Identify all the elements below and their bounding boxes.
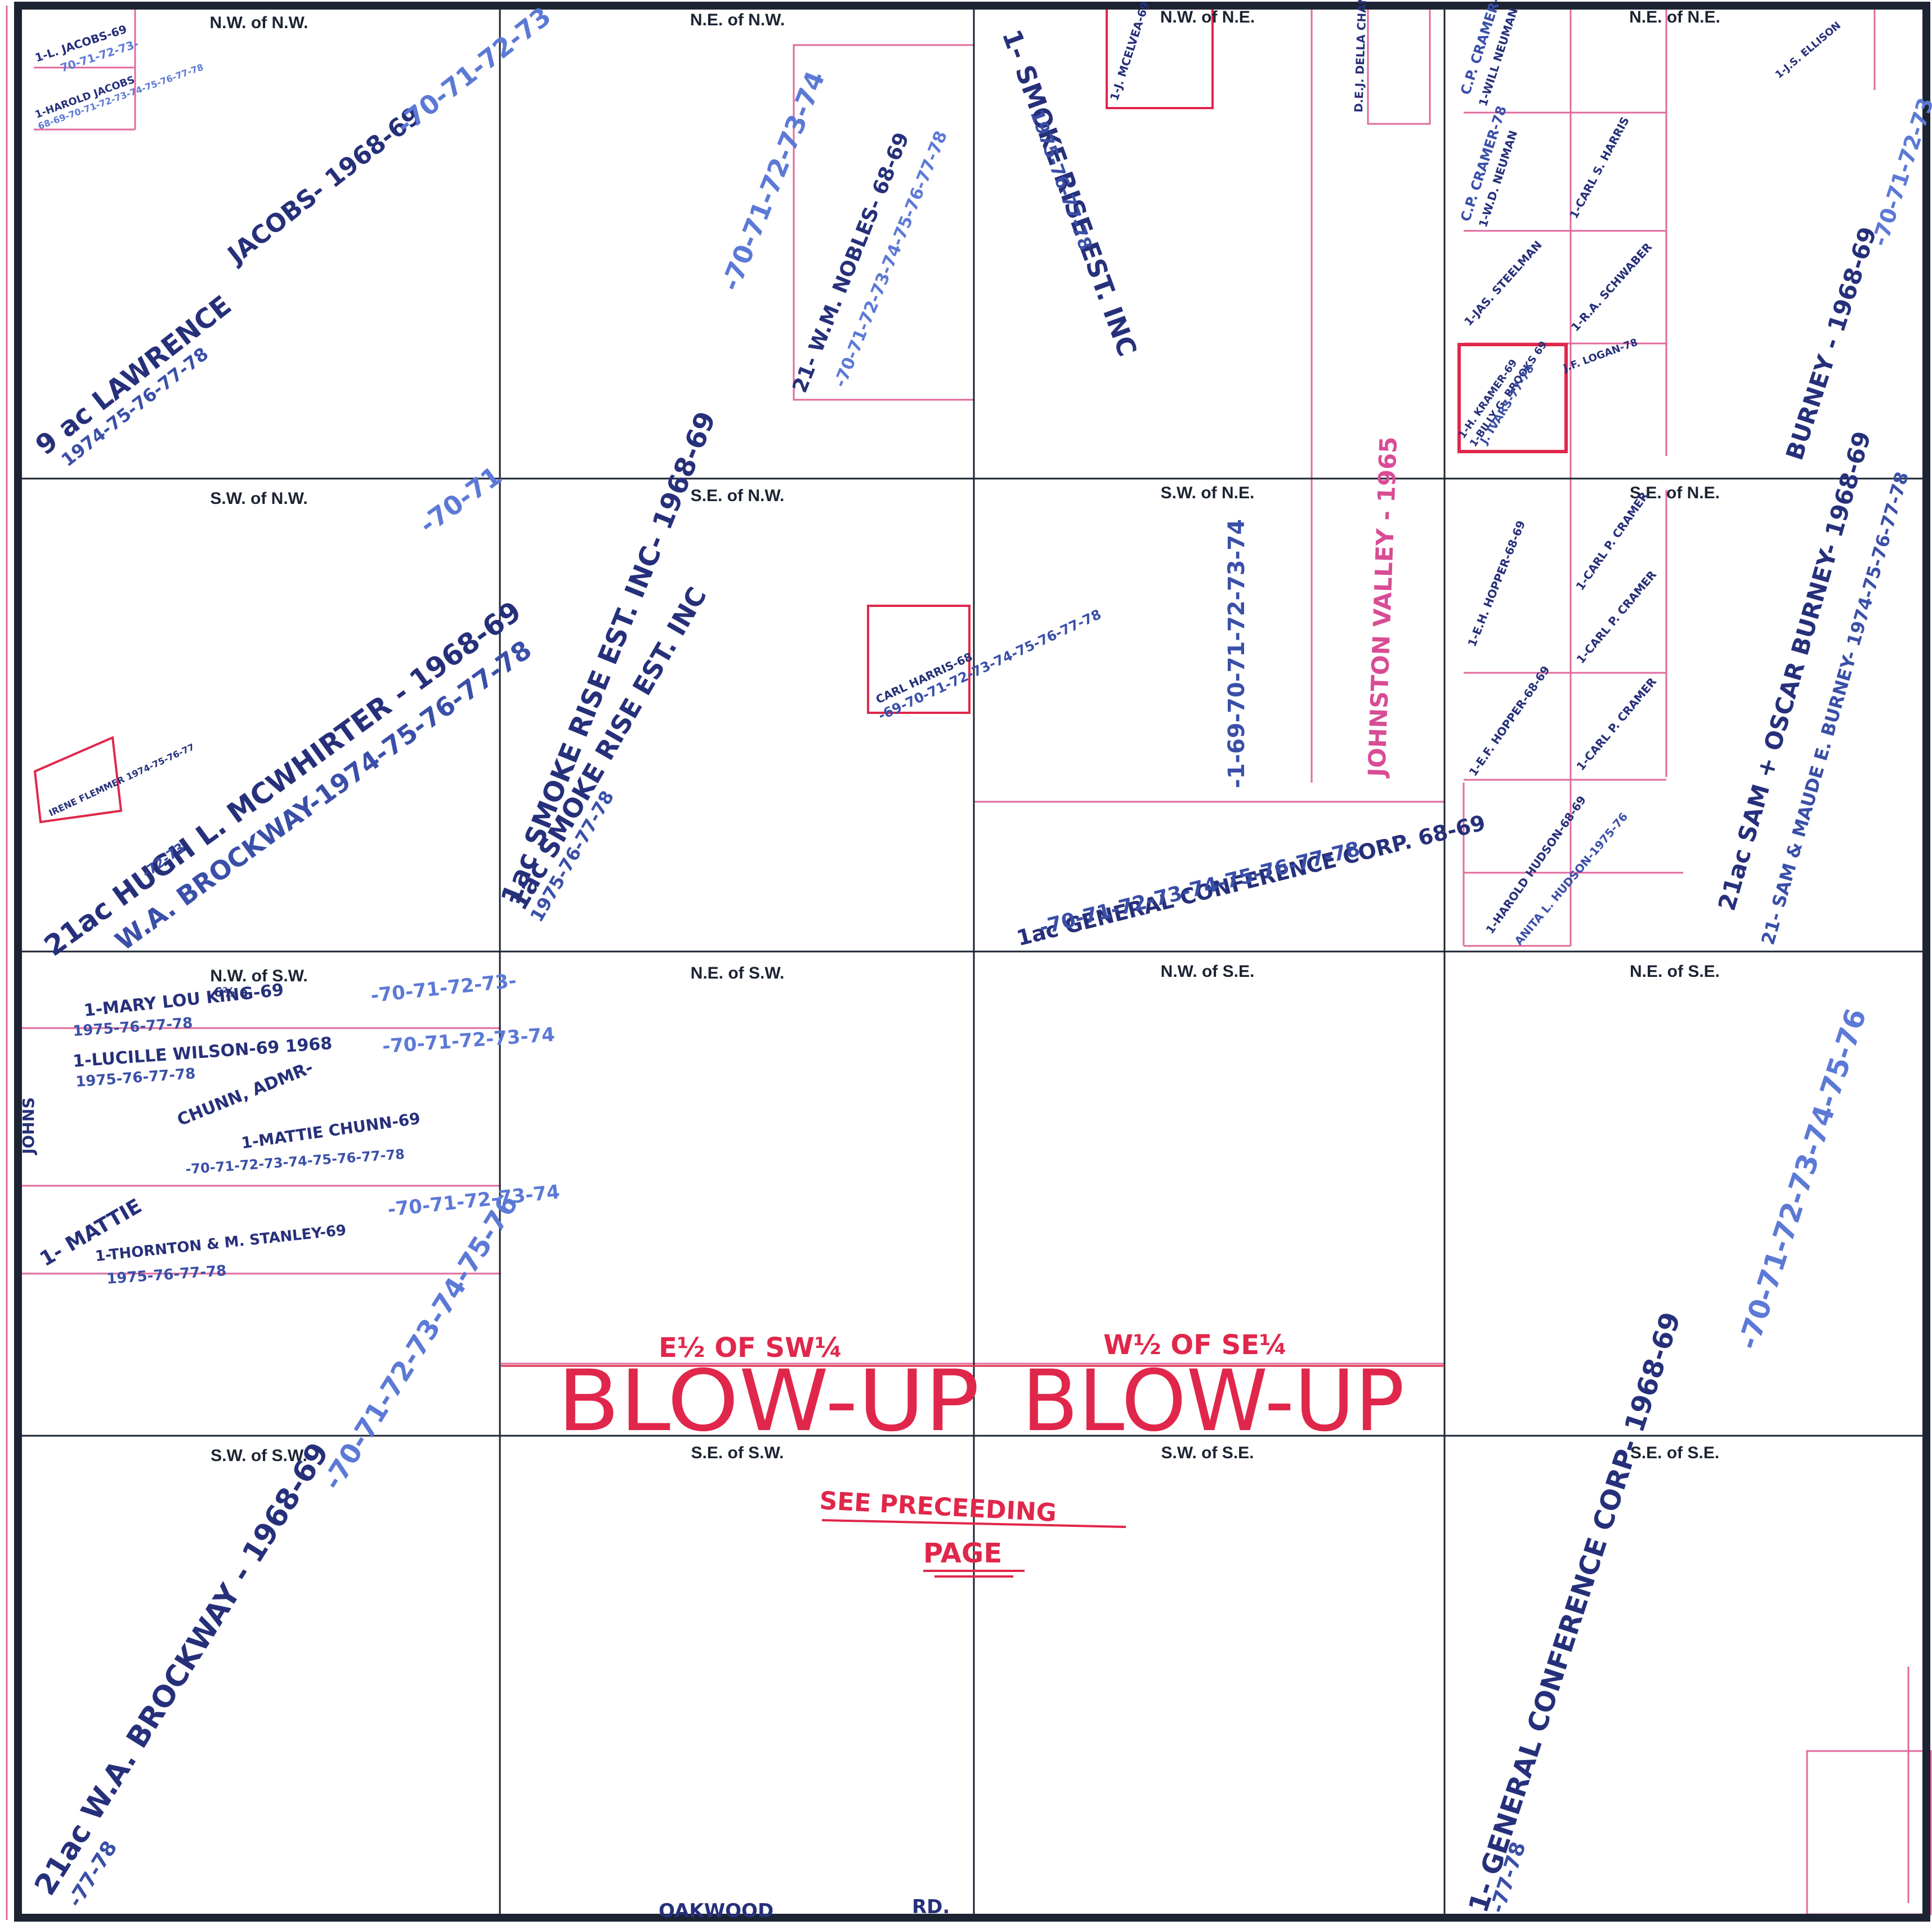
quarter-header: N.W. of S.E. xyxy=(1161,962,1255,981)
quarter-headers: N.W. of N.W. N.E. of N.W. N.W. of N.E. N… xyxy=(210,8,1720,1465)
quarter-header: N.E. of S.W. xyxy=(691,964,785,982)
blowup-label: BLOW-UP xyxy=(557,1352,980,1450)
red-parcel-boxes xyxy=(33,6,1568,824)
e-half-label: E½ OF SW¼ xyxy=(659,1332,843,1364)
quarter-header: N.E. of S.E. xyxy=(1630,962,1720,981)
owner-years: -1-69-70-71-72-73-74 xyxy=(1224,519,1250,788)
quarter-header: S.W. of S.E. xyxy=(1161,1444,1254,1462)
quarter-header: S.W. of N.W. xyxy=(210,489,307,508)
section-grid xyxy=(14,2,1930,1922)
quarter-header: S.W. of S.W. xyxy=(211,1446,307,1465)
quarter-header: N.W. of N.W. xyxy=(210,14,308,32)
quarter-header: S.E. of N.E. xyxy=(1630,484,1720,502)
road-label: RD. xyxy=(912,1896,950,1918)
quarter-header: S.E. of S.W. xyxy=(691,1444,784,1462)
w-half-label: W½ OF SE¼ xyxy=(1103,1329,1287,1361)
underline xyxy=(821,1519,1126,1528)
quarter-header: S.E. of S.E. xyxy=(1630,1444,1719,1462)
road-label: OAKWOOD xyxy=(659,1900,773,1922)
quarter-header: N.W. of N.E. xyxy=(1160,8,1255,26)
quarter-header: N.W. of S.W. xyxy=(210,967,307,985)
quarter-header: S.E. of N.W. xyxy=(691,486,785,505)
road-label: JOHNS xyxy=(19,1097,38,1155)
quarter-header: S.W. of N.E. xyxy=(1161,484,1255,502)
quarter-header: N.E. of N.E. xyxy=(1629,8,1720,26)
acreage-note: 6⅔ a xyxy=(214,986,248,1000)
page-label: PAGE xyxy=(923,1538,1002,1569)
quarter-header: N.E. of N.W. xyxy=(690,11,785,29)
blowup-label: BLOW-UP xyxy=(1022,1352,1405,1450)
